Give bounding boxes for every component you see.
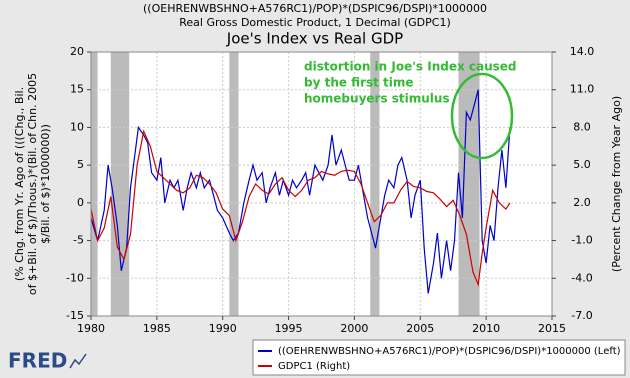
y-tick-label: -5 (73, 234, 84, 247)
subtitle: Real Gross Domestic Product, 1 Decimal (… (179, 16, 451, 29)
recession-band (91, 52, 98, 316)
y-label-line: (% Chg. from Yr. Ago of (((Chg., Bil. (13, 87, 26, 281)
plot-border (90, 51, 553, 317)
y2-tick-label: 2.0 (573, 196, 591, 209)
x-tick-label: 1985 (143, 322, 171, 335)
x-tick-label: 2015 (538, 322, 566, 335)
x-tick-label: 1980 (77, 322, 105, 335)
y-tick-label: -15 (66, 309, 84, 322)
x-tick-label: 1990 (209, 322, 237, 335)
legend (252, 339, 626, 376)
recession-band (229, 52, 239, 316)
y2-tick-label: -7.0 (571, 309, 592, 322)
annotation-line: homebuyers stimulus (304, 92, 450, 106)
x-tick-label: 2000 (340, 322, 368, 335)
y-tick-label: 20 (70, 45, 84, 58)
y-tick-label: 0 (77, 196, 84, 209)
y-tick-label: 5 (77, 158, 84, 171)
recession-band (458, 52, 480, 316)
y-label-line: of $+Bil. of $)/Thous.)*(Bil. of Chn. 20… (26, 73, 39, 295)
y-tick-label: 10 (70, 120, 84, 133)
logo: FRED (8, 349, 67, 373)
annotation-line: by the first time (304, 76, 414, 90)
y2-tick-label: -1.0 (571, 234, 592, 247)
x-tick-label: 2010 (472, 322, 500, 335)
legend-label: GDPC1 (Right) (278, 361, 350, 372)
annotation: distortion in Joe's Index caused by the … (304, 60, 517, 106)
y-label-line: $/Bil. of $)*1000000)) (39, 124, 52, 244)
y2-tick-label: 14.0 (570, 45, 595, 58)
y2-tick-label: 11.0 (570, 83, 595, 96)
x-tick-label: 1995 (275, 322, 303, 335)
legend-label: ((OEHRENWBSHNO+A576RC1)/POP)*(DSPIC96/DS… (278, 346, 621, 357)
subtitle: ((OEHRENWBSHNO+A576RC1)/POP)*(DSPIC96/DS… (143, 2, 487, 15)
y2-tick-label: 5.0 (573, 158, 591, 171)
recession-band (110, 52, 130, 316)
logo-icon (69, 353, 87, 369)
recession-band (370, 52, 380, 316)
y2-label: (Percent Change from Year Ago) (610, 96, 623, 272)
chart-title: Joe's Index vs Real GDP (226, 30, 403, 48)
y-tick-label: -10 (66, 271, 84, 284)
y2-tick-label: -4.0 (571, 271, 592, 284)
series-line (90, 129, 511, 287)
highlight-ellipse (450, 72, 514, 160)
y-tick-label: 15 (70, 83, 84, 96)
x-tick-label: 2005 (406, 322, 434, 335)
annotation-line: distortion in Joe's Index caused (304, 60, 517, 74)
y-label: (% Chg. from Yr. Ago of (((Chg., Bil. of… (13, 73, 52, 295)
y2-tick-label: 8.0 (573, 120, 591, 133)
series-line (90, 89, 511, 294)
